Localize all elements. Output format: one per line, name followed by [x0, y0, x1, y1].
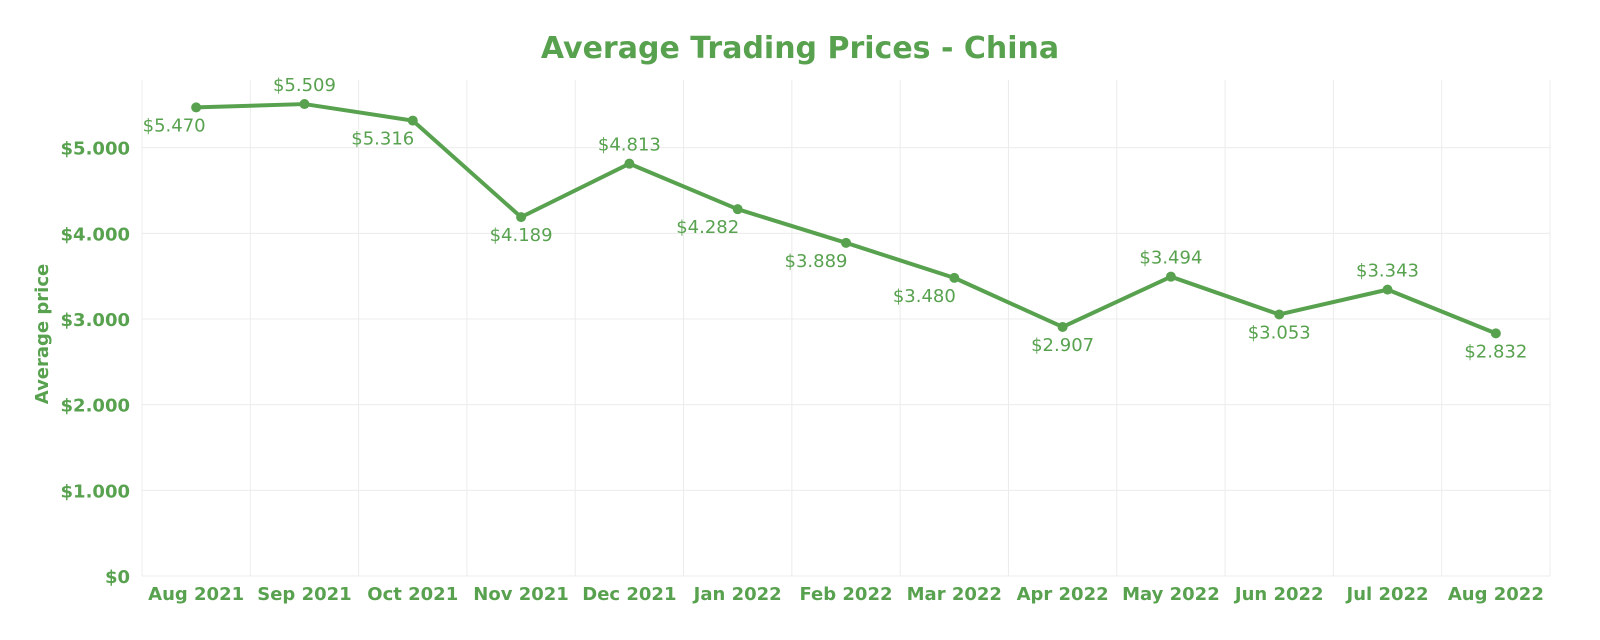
data-labels: $5.470 $5.509 $5.316 $4.189 $4.813 $4.282 $3.8…	[143, 75, 1528, 362]
y-tick-label: $3.000	[61, 310, 130, 331]
y-tick-label: $5.000	[61, 139, 130, 160]
data-label: $3.053	[1248, 322, 1311, 343]
x-tick-label: Apr 2022	[1017, 584, 1109, 605]
data-point[interactable]	[841, 237, 851, 248]
x-tick-label: Aug 2022	[1448, 584, 1544, 605]
data-point[interactable]	[516, 212, 527, 223]
data-point[interactable]	[1165, 271, 1176, 282]
x-tick-label: Mar 2022	[907, 584, 1002, 605]
series-layer	[191, 99, 1501, 339]
y-axis-title: Average price	[32, 264, 53, 404]
x-tick-label: Jan 2022	[692, 584, 782, 605]
grid-lines	[141, 80, 1551, 577]
data-point[interactable]	[191, 102, 202, 113]
data-label: $5.316	[351, 129, 414, 150]
data-label: $3.889	[785, 251, 848, 272]
data-point[interactable]	[407, 115, 418, 126]
data-point[interactable]	[732, 204, 743, 215]
x-tick-label: Jul 2022	[1345, 584, 1429, 605]
data-label: $5.509	[273, 75, 336, 96]
x-tick-label: Jun 2022	[1233, 584, 1324, 605]
data-point[interactable]	[1490, 328, 1501, 339]
data-label: $3.494	[1139, 248, 1202, 269]
data-label: $4.189	[490, 225, 553, 246]
y-tick-label: $1.000	[61, 481, 130, 502]
chart-title: Average Trading Prices - China	[541, 31, 1059, 66]
y-axis-ticks: $0 $1.000 $2.000 $3.000 $4.000 $5.000	[61, 139, 130, 588]
data-label: $2.907	[1031, 335, 1094, 356]
y-tick-label: $4.000	[61, 224, 130, 245]
x-axis-ticks: Aug 2021 Sep 2021 Oct 2021 Nov 2021 Dec 2021…	[148, 584, 1544, 605]
y-tick-label: $0	[105, 567, 130, 588]
data-label: $2.832	[1464, 341, 1527, 362]
data-point[interactable]	[299, 99, 310, 110]
data-label: $3.480	[893, 286, 956, 307]
data-label: $4.282	[676, 217, 739, 238]
x-tick-label: May 2022	[1122, 584, 1220, 605]
x-tick-label: Sep 2021	[257, 584, 351, 605]
data-point[interactable]	[1274, 309, 1285, 320]
data-label: $3.343	[1356, 261, 1419, 282]
data-point[interactable]	[624, 158, 635, 169]
x-tick-label: Dec 2021	[582, 584, 676, 605]
data-label: $4.813	[598, 135, 661, 156]
x-tick-label: Feb 2022	[799, 584, 892, 605]
x-tick-label: Oct 2021	[367, 584, 458, 605]
x-tick-label: Aug 2021	[148, 584, 244, 605]
y-tick-label: $2.000	[61, 396, 130, 417]
data-label: $5.470	[143, 115, 206, 136]
x-tick-label: Nov 2021	[473, 584, 569, 605]
data-point[interactable]	[1057, 321, 1068, 332]
data-point[interactable]	[949, 272, 960, 283]
data-point[interactable]	[1382, 284, 1393, 295]
